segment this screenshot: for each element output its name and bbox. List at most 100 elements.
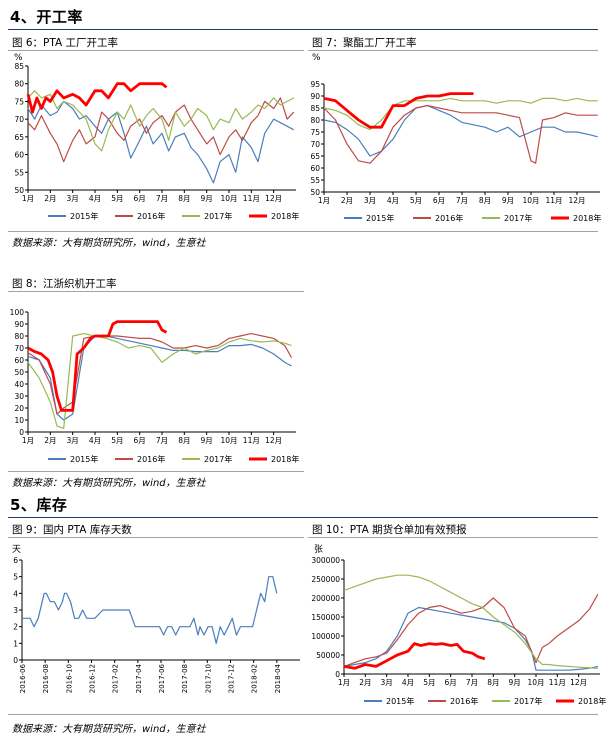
fig6-series-2017年 xyxy=(27,90,295,152)
fig10-y-tick-label: 100000 xyxy=(311,632,340,641)
fig8-y-tick-label: 40 xyxy=(14,380,24,389)
source-divider xyxy=(8,714,598,715)
fig9-caption: 图 9：国内 PTA 库存天数 xyxy=(12,524,132,536)
fig8-caption: 图 8：江浙织机开工率 xyxy=(12,278,117,290)
fig6-legend-label: 2016年 xyxy=(137,211,165,221)
fig6-x-tick-label: 9月 xyxy=(201,194,213,203)
fig7-legend-label: 2015年 xyxy=(366,213,394,223)
fig8-legend-label: 2018年 xyxy=(271,454,299,464)
fig8-x-tick-label: 1月 xyxy=(22,436,34,445)
fig10-legend-label: 2018年 xyxy=(578,696,606,706)
caption-underline xyxy=(308,537,598,538)
fig8-series-2015年 xyxy=(27,335,292,421)
fig10-x-tick-label: 6月 xyxy=(445,678,457,687)
fig6-x-tick-label: 3月 xyxy=(67,194,79,203)
fig9-x-tick-label: 2017-10 xyxy=(204,664,212,693)
fig6-x-tick-label: 2月 xyxy=(44,194,56,203)
fig6-unit-label: % xyxy=(14,53,23,63)
fig9-x-tick-label: 2016-06 xyxy=(19,663,27,693)
fig7-legend-label: 2017年 xyxy=(504,213,532,223)
caption-underline xyxy=(8,50,304,51)
fig10-x-tick-label: 3月 xyxy=(381,678,393,687)
fig10-legend-label: 2016年 xyxy=(450,696,478,706)
fig9-y-tick-label: 0 xyxy=(13,656,18,665)
fig7-x-tick-label: 8月 xyxy=(479,196,491,205)
fig8-x-tick-label: 2月 xyxy=(44,436,56,445)
source-divider xyxy=(8,231,598,232)
fig10-y-tick-label: 200000 xyxy=(311,594,340,603)
fig9-x-tick-label: 2016-10 xyxy=(65,664,73,693)
fig7-series-2018年 xyxy=(323,92,474,129)
fig10-x-tick-label: 5月 xyxy=(423,678,435,687)
fig10-y-tick-label: 300000 xyxy=(311,556,340,565)
fig8-legend-label: 2017年 xyxy=(204,454,232,464)
fig10-x-tick-label: 10月 xyxy=(527,678,544,687)
fig8-y-tick-label: 70 xyxy=(14,344,24,353)
fig6-y-tick-label: 85 xyxy=(14,62,24,71)
fig8-chart: 0 10 20 30 40 50 60 70 80 90 100 1月 2月 3月 4月 5月 6月 7月 8月 9月… xyxy=(10,308,300,464)
fig7-y-tick-label: 70 xyxy=(310,140,320,149)
fig7-y-tick-label: 60 xyxy=(310,164,320,173)
fig10-series-2017年 xyxy=(343,574,598,669)
fig7-x-tick-label: 1月 xyxy=(318,196,330,205)
fig6-legend-label: 2018年 xyxy=(271,211,299,221)
fig10-x-tick-label: 11月 xyxy=(549,678,566,687)
fig9-x-tick-label: 2017-12 xyxy=(228,664,236,693)
fig6-x-tick-label: 8月 xyxy=(178,194,190,203)
fig9-x-tick-label: 2017-06 xyxy=(158,663,166,693)
source-divider xyxy=(8,471,304,472)
section-title-inventory: 5、库存 xyxy=(10,496,68,514)
fig7-y-tick-label: 85 xyxy=(310,104,320,113)
fig8-y-tick-label: 80 xyxy=(14,332,24,341)
fig7-series-2015年 xyxy=(323,105,598,157)
fig7-y-tick-label: 90 xyxy=(310,92,320,101)
fig10-series-2016年 xyxy=(343,593,599,667)
fig7-legend-label: 2016年 xyxy=(435,213,463,223)
fig7-y-tick-label: 55 xyxy=(310,176,320,185)
source-note: 数据来源：大有期货研究所，wind，生意社 xyxy=(12,478,206,489)
fig9-unit-label: 天 xyxy=(12,545,21,555)
fig10-legend-label: 2017年 xyxy=(514,696,542,706)
fig8-y-tick-label: 90 xyxy=(14,320,24,329)
fig8-x-tick-label: 9月 xyxy=(201,436,213,445)
fig6-y-tick-label: 55 xyxy=(14,168,24,177)
section-divider xyxy=(8,29,598,30)
fig7-x-tick-label: 7月 xyxy=(456,196,468,205)
fig8-series-2017年 xyxy=(27,333,292,429)
fig7-x-tick-label: 3月 xyxy=(364,196,376,205)
fig6-y-tick-label: 65 xyxy=(14,133,24,142)
fig8-y-tick-label: 60 xyxy=(14,356,24,365)
fig9-x-tick-label: 2018-02 xyxy=(251,664,259,693)
fig10-chart: 张 0 50000 100000 150000 200000 250000 300000 1月 2… xyxy=(311,544,606,706)
fig9-series-库存天数 xyxy=(22,576,278,644)
fig6-y-tick-label: 70 xyxy=(14,115,24,124)
fig7-y-tick-label: 80 xyxy=(310,116,320,125)
fig6-series-2015年 xyxy=(27,100,295,184)
fig6-caption: 图 6：PTA 工厂开工率 xyxy=(12,37,118,49)
fig6-y-tick-label: 75 xyxy=(14,97,24,106)
fig8-x-tick-label: 11月 xyxy=(243,436,260,445)
fig8-y-tick-label: 0 xyxy=(19,428,24,437)
fig9-y-tick-label: 2 xyxy=(13,623,18,632)
fig6-chart: % 50 55 60 65 70 75 80 85 1月 2月 3月 4月 5月 6月 7月 8月 9月 10月 11… xyxy=(14,53,299,221)
fig7-chart: % 50 55 60 65 70 75 80 85 90 95 1月 2月 3月 4月 5月 6月 7月 8月 9月 1… xyxy=(310,53,601,223)
fig6-legend-label: 2017年 xyxy=(204,211,232,221)
fig10-y-tick-label: 150000 xyxy=(311,613,340,622)
caption-underline xyxy=(8,291,304,292)
fig9-y-tick-label: 1 xyxy=(13,639,18,648)
fig7-y-tick-label: 95 xyxy=(310,80,320,89)
source-note: 数据来源：大有期货研究所，wind，生意社 xyxy=(12,724,206,735)
fig7-legend-label: 2018年 xyxy=(573,213,601,223)
fig10-x-tick-label: 8月 xyxy=(487,678,499,687)
fig8-x-tick-label: 6月 xyxy=(134,436,146,445)
fig10-series-2018年 xyxy=(343,642,486,670)
fig7-x-tick-label: 2月 xyxy=(341,196,353,205)
fig7-unit-label: % xyxy=(312,53,321,63)
section-divider xyxy=(8,517,598,518)
fig8-x-tick-label: 12月 xyxy=(265,436,282,445)
fig7-x-tick-label: 9月 xyxy=(502,196,514,205)
fig8-x-tick-label: 10月 xyxy=(220,436,237,445)
fig10-y-tick-label: 50000 xyxy=(316,651,340,660)
fig8-y-tick-label: 30 xyxy=(14,392,24,401)
fig9-x-tick-label: 2017-08 xyxy=(181,664,189,693)
